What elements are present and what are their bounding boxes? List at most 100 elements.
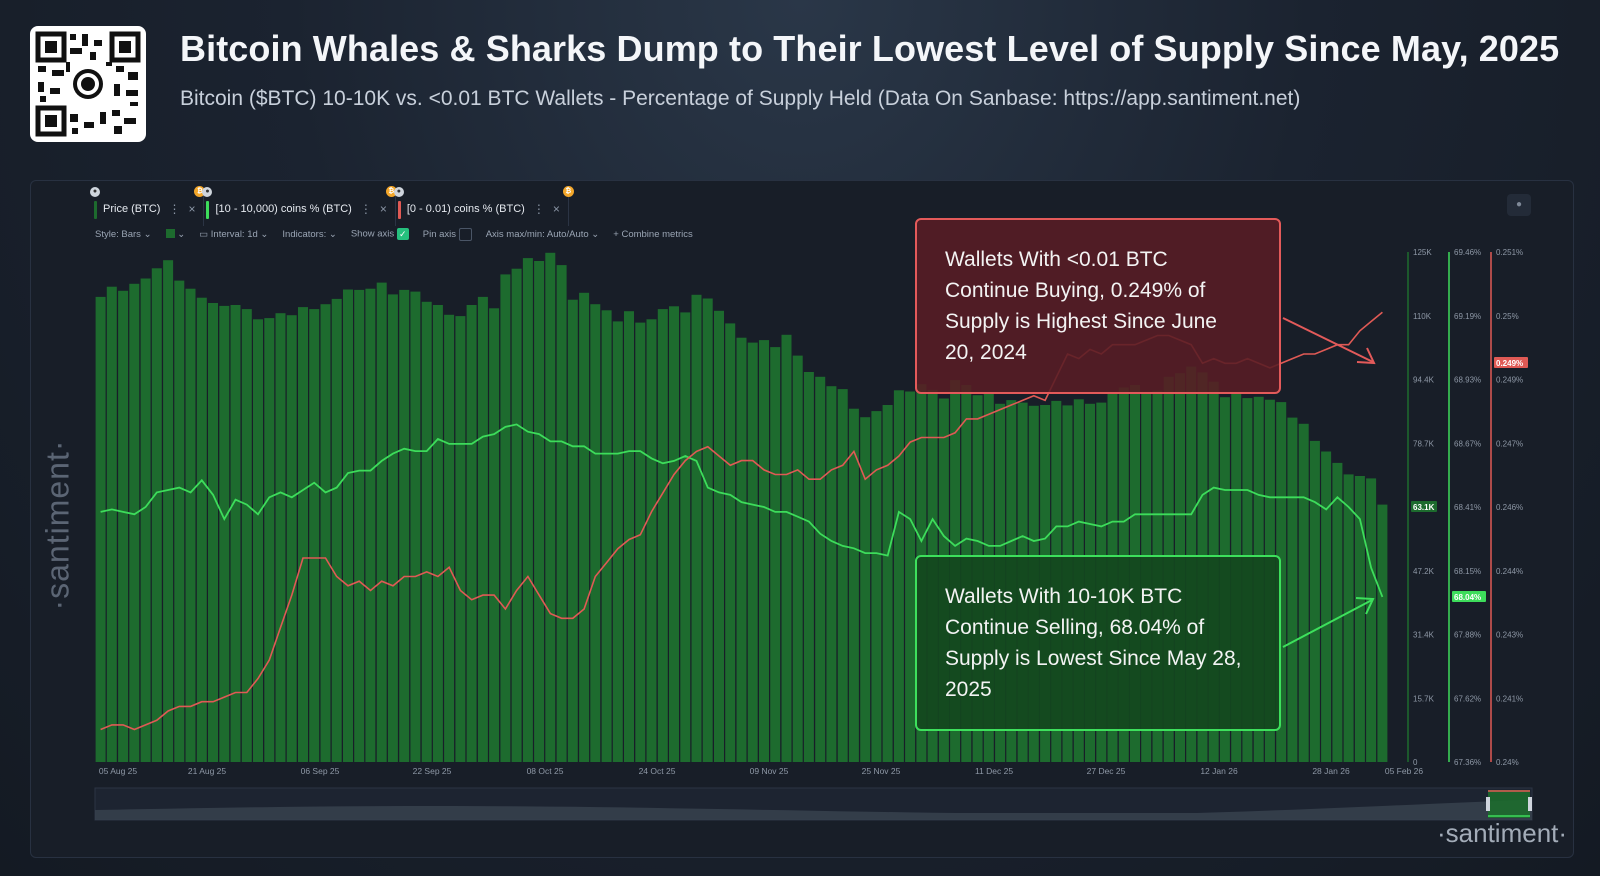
axis-minmax-dropdown[interactable]: Axis max/min: Auto/Auto ⌄ (486, 229, 600, 240)
chevron-down-icon: ⌄ (143, 228, 152, 240)
tab-whales[interactable]: ₿ ● [10 - 10,000) coins % (BTC) ⋮ × (194, 186, 396, 226)
santiment-logo-text: ·santiment· (1437, 818, 1568, 848)
bitcoin-icon: ₿ (385, 186, 397, 197)
callout-arrows (1282, 317, 1376, 648)
tab-small-wallets[interactable]: ₿ ● [0 - 0.01) coins % (BTC) ⋮ × ₿ (385, 186, 574, 226)
price-bar (657, 309, 668, 762)
price-bar (343, 289, 353, 762)
bitcoin-icon: ₿ (562, 186, 574, 197)
price-tick-label: 0 (1413, 758, 1418, 767)
close-icon[interactable]: × (188, 202, 196, 216)
price-bar (522, 258, 533, 762)
small-tick-label: 0.244% (1496, 567, 1523, 576)
price-bar (241, 309, 252, 762)
price-bar (871, 411, 882, 762)
chevron-down-icon: ⌄ (177, 228, 186, 240)
small-current-badge (1494, 357, 1528, 368)
x-tick-label: 11 Dec 25 (975, 766, 1013, 776)
price-bar (1354, 476, 1365, 762)
x-tick-label: 05 Feb 26 (1385, 766, 1424, 776)
chevron-down-icon: ⌄ (260, 228, 269, 240)
range-navigator[interactable] (94, 787, 1533, 821)
more-vertical-icon[interactable]: ⋮ (168, 202, 181, 216)
price-bar (1321, 451, 1332, 762)
small-tick-label: 0.241% (1496, 694, 1523, 703)
style-dropdown[interactable]: Style: Bars ⌄ (95, 229, 152, 240)
price-bar (106, 286, 117, 762)
interval-dropdown[interactable]: ▭ Interval: 1d ⌄ (199, 229, 268, 240)
price-bar (489, 308, 500, 762)
color-swatch (165, 229, 175, 239)
price-bar (579, 292, 590, 762)
price-bar (354, 289, 365, 762)
price-bar (286, 315, 297, 762)
price-bar (253, 319, 263, 762)
checkbox-checked-icon[interactable]: ✓ (396, 228, 409, 240)
x-tick-label: 08 Oct 25 (527, 766, 564, 776)
price-bar (129, 283, 140, 762)
price-bar (1332, 462, 1343, 762)
pin-axis-toggle[interactable]: Pin axis (422, 227, 472, 241)
price-bar (151, 268, 162, 762)
chart-toolbar: Style: Bars ⌄ ⌄ ▭ Interval: 1d ⌄ Indicat… (95, 227, 693, 241)
price-bar (95, 296, 106, 762)
whales-tick-label: 69.46% (1454, 248, 1481, 257)
price-bar (376, 282, 387, 762)
settings-icon[interactable]: ● (1507, 194, 1531, 216)
price-bar (309, 309, 320, 762)
price-bar (387, 294, 398, 762)
navigator-handle-right (1528, 797, 1532, 811)
price-bar (174, 280, 185, 762)
series-color-bar (206, 201, 210, 219)
price-bar (163, 260, 174, 762)
price-bar (511, 268, 522, 762)
x-tick-label: 28 Jan 26 (1312, 766, 1350, 776)
page-subtitle: Bitcoin ($BTC) 10-10K vs. <0.01 BTC Wall… (180, 87, 1301, 110)
price-bar (1276, 402, 1287, 762)
chevron-down-icon: ⌄ (591, 228, 600, 240)
whales-tick-label: 68.41% (1454, 503, 1481, 512)
close-icon[interactable]: × (552, 202, 560, 216)
price-tick-label: 94.4K (1413, 376, 1435, 385)
more-vertical-icon[interactable]: ⋮ (359, 202, 372, 216)
price-bar (837, 389, 848, 762)
price-bar (185, 288, 196, 762)
price-tick-label: 31.4K (1413, 631, 1435, 640)
more-vertical-icon[interactable]: ⋮ (532, 202, 545, 216)
indicators-label: Indicators: (282, 228, 327, 240)
metric-tabs: ● Price (BTC) ⋮ × ₿ ● [10 - 10,000) coin… (90, 186, 574, 226)
color-picker[interactable]: ⌄ (165, 228, 186, 240)
axis-minmax-label: Axis max/min: Auto/Auto (485, 228, 589, 240)
checkbox-unchecked-icon[interactable] (458, 227, 472, 241)
whales-tick-label: 68.67% (1454, 439, 1481, 448)
close-icon[interactable]: × (379, 202, 387, 216)
x-tick-label: 27 Dec 25 (1087, 766, 1126, 776)
tab-price[interactable]: ● Price (BTC) ⋮ × (90, 187, 205, 226)
price-bar (815, 376, 826, 762)
combine-metrics-button[interactable]: + Combine metrics (613, 229, 692, 240)
navigator-area (95, 799, 1532, 820)
price-bar (1298, 423, 1309, 762)
whales-tick-label: 67.36% (1454, 758, 1481, 767)
indicators-dropdown[interactable]: Indicators: ⌄ (282, 229, 336, 240)
price-bar (140, 278, 151, 762)
lock-icon: ● (393, 187, 404, 197)
qr-code-graphic (35, 31, 141, 137)
price-bar (601, 310, 612, 762)
whales-tick-label: 68.15% (1454, 567, 1481, 576)
price-bar (826, 386, 837, 762)
red-arrow-head (1356, 347, 1376, 365)
price-bar (567, 299, 578, 762)
show-axis-toggle[interactable]: Show axis ✓ (351, 228, 409, 240)
price-bar (1287, 417, 1298, 762)
callout-small-wallets: Wallets With <0.01 BTC Continue Buying, … (915, 218, 1281, 394)
x-tick-label: 24 Oct 25 (639, 766, 676, 776)
x-tick-label: 06 Sep 25 (301, 766, 340, 776)
price-bar (781, 334, 792, 762)
pin-axis-label: Pin axis (422, 228, 457, 240)
whales-current-badge (1452, 591, 1486, 602)
qr-code-logo (30, 26, 146, 142)
x-tick-label: 22 Sep 25 (413, 766, 452, 776)
price-bar (275, 313, 286, 762)
price-bar (1343, 474, 1354, 762)
